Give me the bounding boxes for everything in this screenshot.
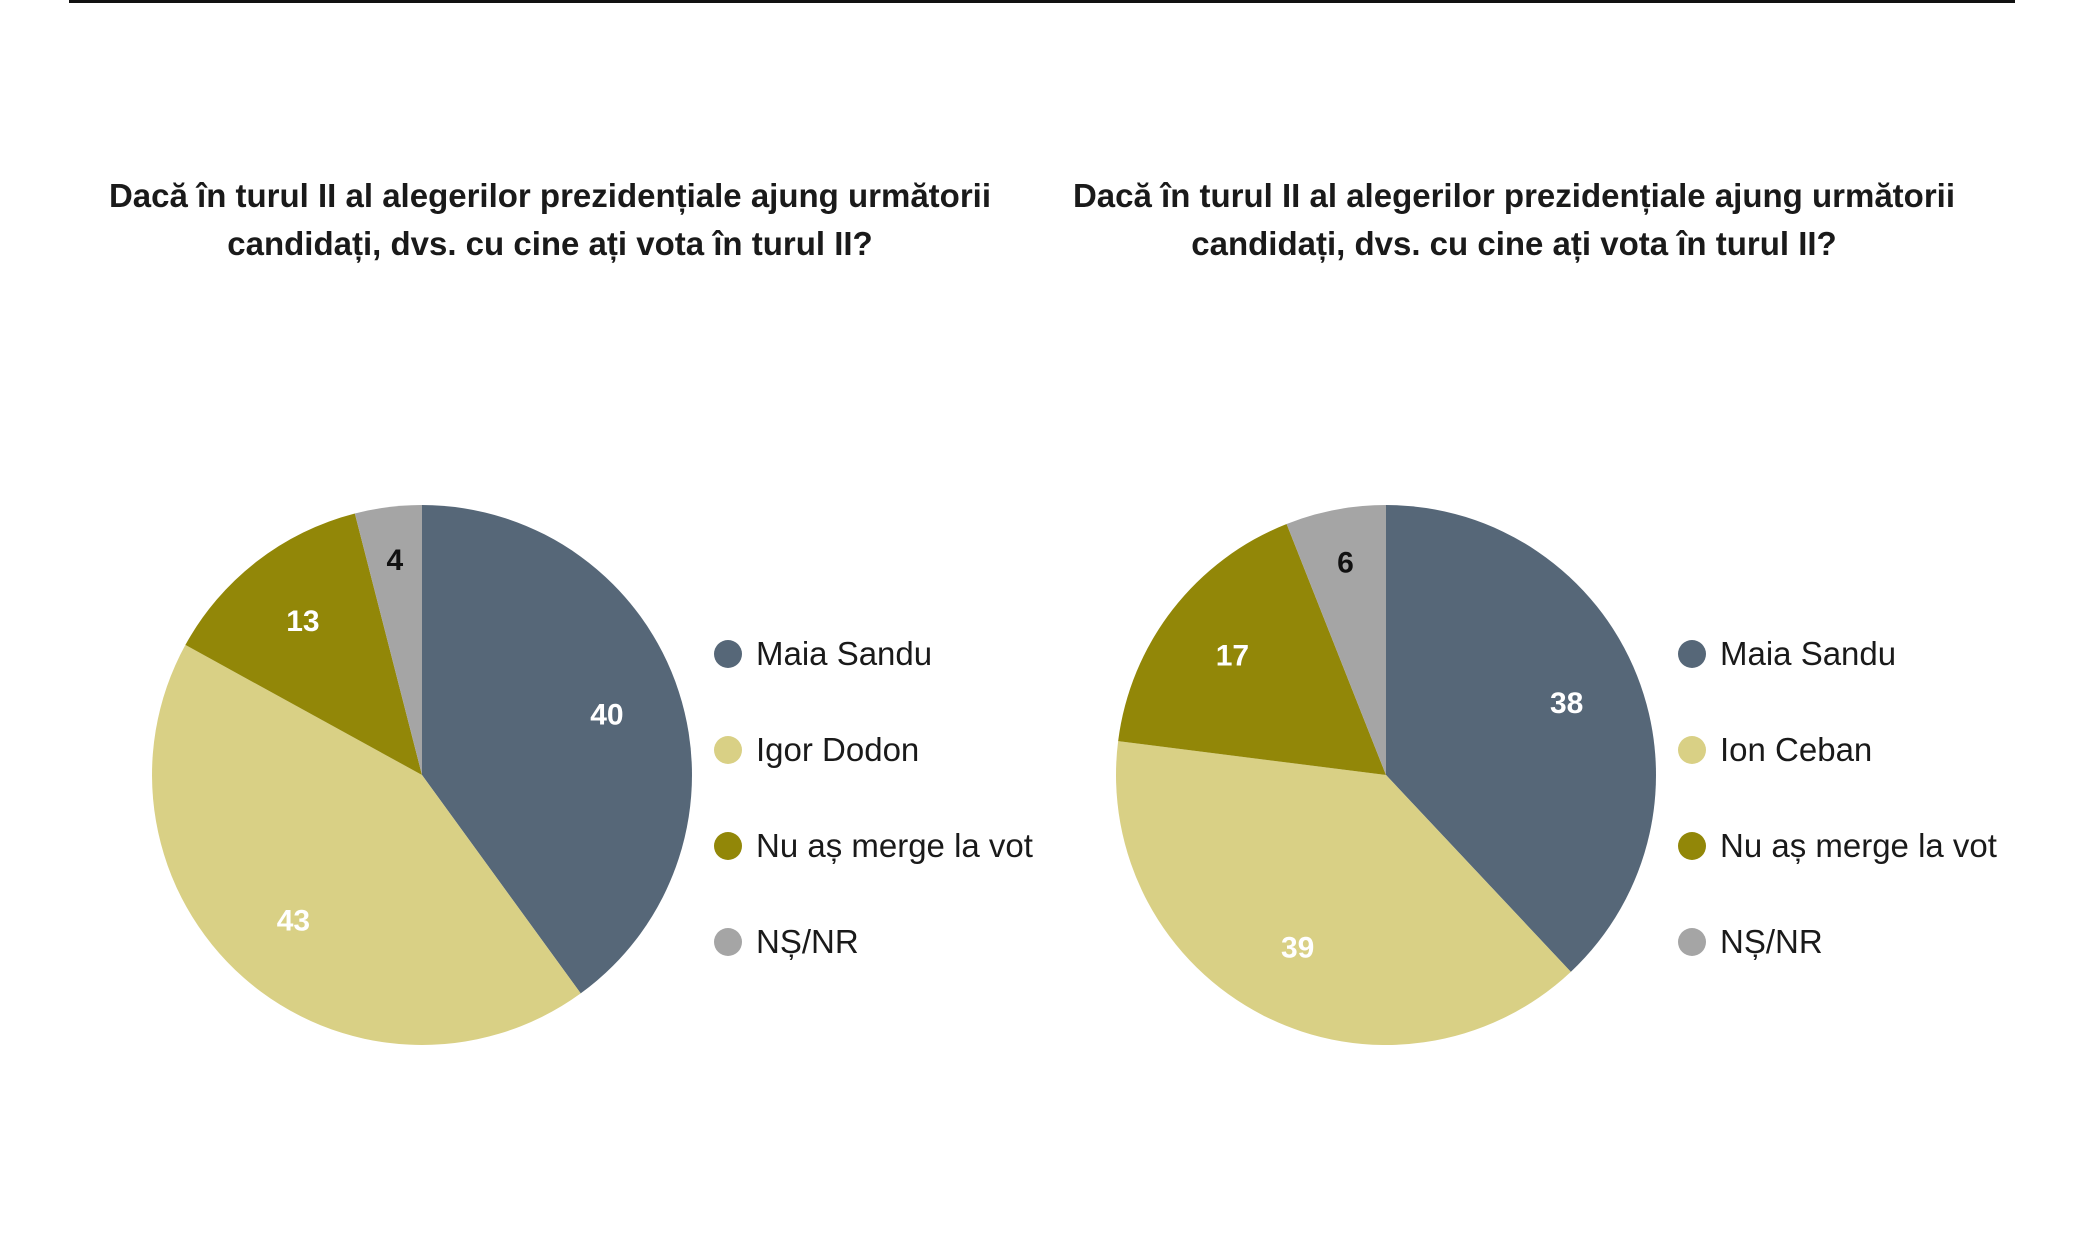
legend-item-nu-as-merge-la-vot: Nu aș merge la vot (1678, 798, 1997, 894)
pie-slice-nu-as-merge-la-vot (185, 513, 422, 775)
data-label-ion-ceban: 39 (1281, 932, 1314, 965)
chart-title-right-line-1: Dacă în turul II al alegerilor prezidenț… (1072, 177, 1956, 214)
pie-slice-maia-sandu (422, 505, 692, 994)
legend-item-nu-as-merge-la-vot: Nu aș merge la vot (714, 798, 1033, 894)
legend-item-ns-nr: NȘ/NR (714, 894, 1033, 990)
chart-title-left: Dacă în turul II al alegerilor prezidenț… (50, 172, 1050, 268)
legend-marker (714, 640, 742, 668)
legend-item-ion-ceban: Ion Ceban (1678, 702, 1997, 798)
data-label-ns-nr: 4 (387, 544, 404, 577)
data-label-ns-nr: 6 (1337, 546, 1354, 579)
legend-right: Maia Sandu Ion Ceban Nu aș merge la vot … (1678, 606, 1997, 990)
pie-slice-ns-nr (354, 505, 422, 775)
legend-marker (714, 736, 742, 764)
legend-item-maia-sandu: Maia Sandu (714, 606, 1033, 702)
legend-label: NȘ/NR (756, 923, 859, 960)
legend-marker (1678, 640, 1706, 668)
pie-slice-ns-nr (1286, 505, 1386, 775)
legend-marker (1678, 832, 1706, 860)
chart-panel-left: Dacă în turul II al alegerilor prezidenț… (50, 0, 1050, 1260)
legend-label: Nu aș merge la vot (756, 827, 1033, 864)
legend-item-igor-dodon: Igor Dodon (714, 702, 1033, 798)
top-rule (69, 0, 2015, 3)
legend-label: NȘ/NR (1720, 923, 1823, 960)
legend-label: Nu aș merge la vot (1720, 827, 1997, 864)
legend-item-ns-nr: NȘ/NR (1678, 894, 1997, 990)
chart-title-right-line-2: candidați, dvs. cu cine ați vota în turu… (1191, 225, 1837, 262)
pie-slice-nu-as-merge-la-vot (1118, 523, 1386, 775)
data-label-igor-dodon: 43 (277, 904, 310, 937)
chart-title-right: Dacă în turul II al alegerilor prezidenț… (1014, 172, 2014, 268)
chart-title-left-line-2: candidați, dvs. cu cine ați vota în turu… (227, 225, 873, 262)
chart-panel-right: Dacă în turul II al alegerilor prezidenț… (1014, 0, 2014, 1260)
data-label-maia-sandu: 40 (590, 698, 623, 731)
data-label-maia-sandu: 38 (1550, 687, 1583, 720)
pie-slice-maia-sandu (1386, 505, 1657, 972)
legend-item-maia-sandu: Maia Sandu (1678, 606, 1997, 702)
pie-slice-ion-ceban (1116, 741, 1571, 1045)
legend-label: Igor Dodon (756, 731, 920, 768)
legend-marker (1678, 736, 1706, 764)
legend-label: Ion Ceban (1720, 731, 1873, 768)
data-label-nu-as-merge-la-vot: 13 (286, 605, 319, 638)
legend-left: Maia Sandu Igor Dodon Nu aș merge la vot… (714, 606, 1033, 990)
legend-marker (1678, 928, 1706, 956)
data-label-nu-as-merge-la-vot: 17 (1216, 639, 1249, 672)
pie-chart-left: 40 43 13 4 (152, 505, 692, 1045)
legend-label: Maia Sandu (1720, 635, 1897, 672)
legend-label: Maia Sandu (756, 635, 933, 672)
pie-chart-right: 38 39 17 6 (1116, 505, 1657, 1045)
legend-marker (714, 832, 742, 860)
legend-marker (714, 928, 742, 956)
chart-title-left-line-1: Dacă în turul II al alegerilor prezidenț… (108, 177, 992, 214)
pie-slice-igor-dodon (152, 644, 581, 1045)
